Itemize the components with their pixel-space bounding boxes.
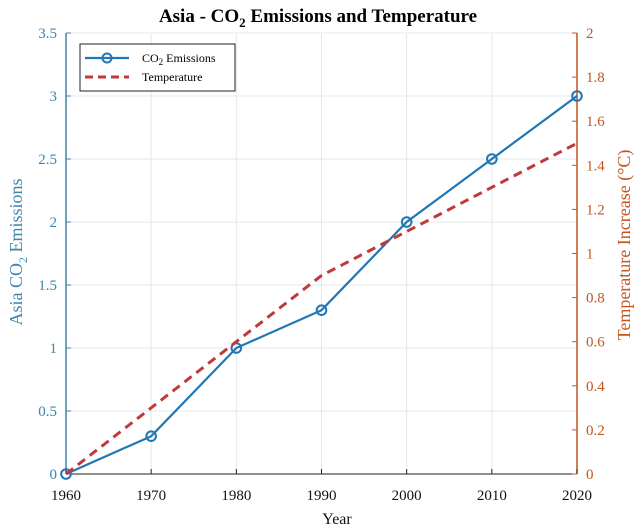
x-axis-label: Year: [322, 511, 352, 528]
legend-label-temperature: Temperature: [142, 70, 202, 84]
x-tick-label: 1980: [221, 488, 251, 504]
right-tick-label: 1: [586, 247, 594, 263]
right-tick-label: 2: [586, 26, 594, 42]
co2-data-point: [571, 90, 583, 102]
legend-box: [79, 43, 236, 92]
series-layer: [60, 90, 583, 480]
legend-marker-co2: [101, 52, 113, 64]
left-tick-label: 2: [50, 215, 58, 231]
left-tick-label: 2.5: [38, 152, 57, 168]
left-tick-label: 3: [50, 89, 58, 105]
legend: CO2 Emissions Temperature: [79, 43, 236, 92]
x-tick-label: 1960: [51, 488, 81, 504]
x-tick-label: 2010: [477, 488, 507, 504]
x-tick-label: 2000: [392, 488, 422, 504]
co2-data-point: [486, 153, 498, 165]
x-tick-label: 2020: [562, 488, 592, 504]
left-y-ticks: 0 0.5 1 1.5 2 2.5 3 3.5: [38, 26, 71, 483]
grid: [65, 32, 578, 475]
series-line-co2: [65, 95, 578, 476]
left-tick-label: 1.5: [38, 278, 57, 294]
right-tick-label: 0.4: [586, 379, 605, 395]
left-tick-label: 0: [50, 467, 58, 483]
right-tick-label: 0.2: [586, 423, 605, 439]
co2-data-point: [400, 216, 413, 228]
right-tick-label: 1.8: [586, 70, 605, 86]
right-y-ticks: 0 0.2 0.4 0.6 0.8 1 1.2 1.4 1.6 1.8 2: [572, 26, 605, 483]
series-line-temperature: [65, 141, 578, 476]
right-y-axis-label: Temperature Increase (°C): [614, 150, 635, 341]
left-tick-label: 3.5: [38, 26, 57, 42]
x-tick-label: 1990: [307, 488, 337, 504]
left-y-axis-label: Asia CO2 Emissions: [6, 178, 30, 325]
right-tick-label: 1.4: [586, 158, 605, 174]
right-tick-label: 0: [586, 467, 594, 483]
left-tick-label: 1: [50, 341, 58, 357]
right-tick-label: 0.8: [586, 291, 605, 307]
right-tick-label: 1.2: [586, 202, 605, 218]
right-tick-label: 0.6: [586, 335, 605, 351]
x-tick-label: 1970: [136, 488, 166, 504]
co2-data-point: [145, 430, 157, 443]
x-ticks: 1960 1970 1980 1990 2000 2010 2020: [51, 469, 592, 504]
chart-title: Asia - CO2 Emissions and Temperature: [159, 6, 477, 30]
legend-label-co2: CO2 Emissions: [142, 51, 216, 67]
co2-data-point: [315, 304, 328, 317]
left-tick-label: 0.5: [38, 404, 57, 420]
right-tick-label: 1.6: [586, 114, 605, 130]
co2-data-point: [60, 468, 72, 480]
